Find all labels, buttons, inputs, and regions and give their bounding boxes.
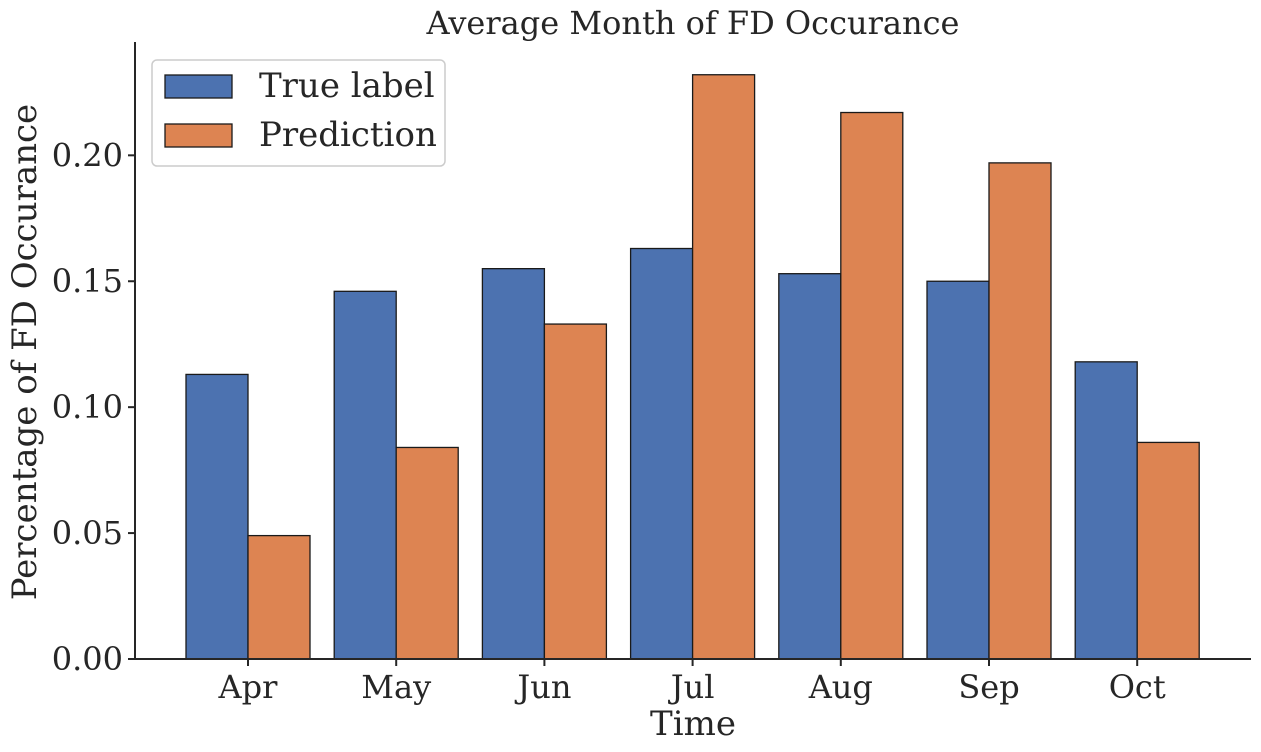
bars-group <box>185 74 1200 660</box>
x-tick-label: May <box>361 668 431 706</box>
bar-prediction-jul <box>691 74 756 660</box>
x-tick-label: Jul <box>668 668 715 706</box>
y-tick-label: 0.10 <box>52 388 123 426</box>
legend-swatch-true-label <box>164 74 233 99</box>
x-tick-label: Oct <box>1109 668 1166 706</box>
bar-prediction-sep <box>988 162 1052 660</box>
y-axis-label: Percentage of FD Occurance <box>5 104 45 600</box>
x-tick-label: Aug <box>808 668 873 706</box>
bar-true-label-oct <box>1074 361 1138 660</box>
bar-true-label-aug <box>778 273 842 660</box>
x-tick-label: Jun <box>514 668 571 706</box>
y-tick-label: 0.20 <box>52 136 123 174</box>
bar-prediction-oct <box>1136 441 1200 660</box>
bar-prediction-apr <box>247 534 311 660</box>
bar-true-label-jul <box>629 247 694 660</box>
legend-label: Prediction <box>259 115 437 155</box>
legend: True label Prediction <box>151 59 446 167</box>
bar-prediction-may <box>395 446 459 660</box>
chart-title: Average Month of FD Occurance <box>426 4 960 42</box>
bar-true-label-may <box>333 290 397 660</box>
legend-swatch-prediction <box>164 123 233 148</box>
x-tick-label: Sep <box>958 668 1019 706</box>
x-axis-label: Time <box>650 704 736 744</box>
y-tick-label: 0.05 <box>52 514 123 552</box>
bar-true-label-sep <box>926 280 990 660</box>
bar-prediction-jun <box>543 323 608 660</box>
y-tick-label: 0.15 <box>52 262 123 300</box>
x-tick-label: Apr <box>218 668 279 706</box>
y-axis-ticks: 0.00 0.05 0.10 0.15 0.20 <box>52 136 135 678</box>
legend-label: True label <box>259 66 435 106</box>
x-axis-ticks: Apr May Jun Jul Aug Sep Oct <box>218 659 1166 706</box>
bar-true-label-apr <box>185 373 249 660</box>
bar-true-label-jun <box>481 268 546 660</box>
bar-prediction-aug <box>840 111 904 660</box>
y-tick-label: 0.00 <box>52 640 123 678</box>
